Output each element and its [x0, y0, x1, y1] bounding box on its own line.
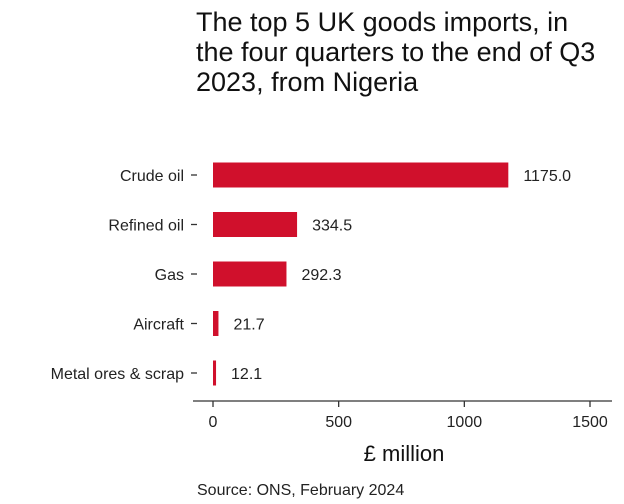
data-label: 21.7: [233, 317, 264, 334]
x-tick-label: 0: [209, 414, 218, 431]
x-tick-label: 1500: [572, 414, 608, 431]
bar: [213, 261, 287, 287]
bar: [213, 360, 217, 386]
chart-title: The top 5 UK goods imports, in the four …: [196, 7, 596, 97]
data-label: 292.3: [301, 267, 341, 284]
bar: [213, 162, 509, 188]
y-tick-label: Aircraft: [133, 317, 184, 334]
bar: [213, 212, 298, 237]
x-axis-title: £ million: [364, 441, 445, 466]
x-axis: 0 500 1000 1500: [193, 400, 612, 431]
y-axis-ticks: Crude oil Refined oil Gas Aircraft Metal ore…: [51, 168, 197, 383]
bar: [213, 311, 219, 336]
data-label: 334.5: [312, 218, 352, 235]
bars: 1175.0 334.5 292.3 21.7 12.1: [213, 162, 571, 386]
y-tick-label: Crude oil: [120, 168, 184, 185]
y-tick-label: Refined oil: [108, 218, 184, 235]
x-tick-label: 500: [325, 414, 352, 431]
data-label: 1175.0: [523, 168, 571, 185]
y-tick-label: Gas: [155, 267, 184, 284]
x-tick-label: 1000: [447, 414, 483, 431]
data-label: 12.1: [231, 366, 262, 383]
source-note: Source: ONS, February 2024: [197, 482, 405, 499]
y-tick-label: Metal ores & scrap: [51, 366, 184, 383]
